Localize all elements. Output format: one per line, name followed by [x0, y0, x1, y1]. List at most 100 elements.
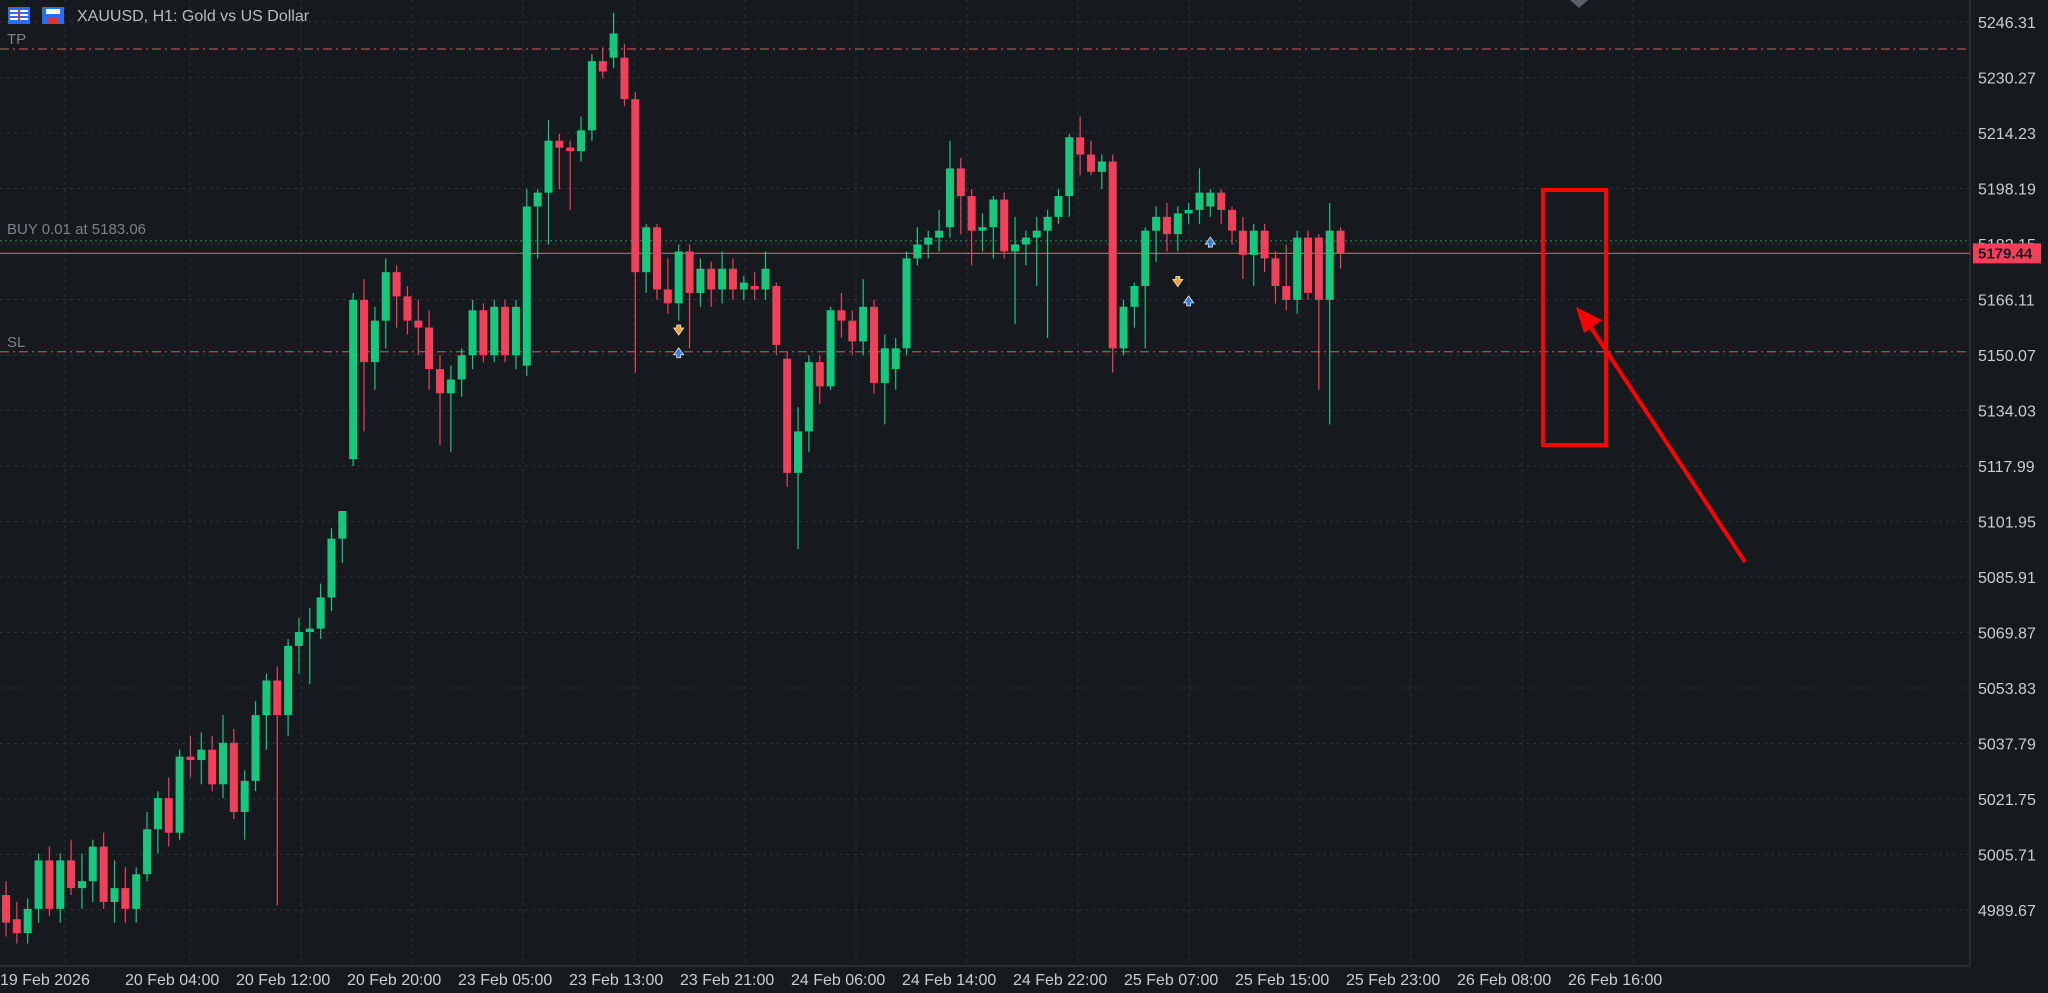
candle[interactable]	[674, 244, 683, 321]
candle[interactable]	[848, 310, 857, 356]
candle[interactable]	[110, 860, 119, 923]
candle[interactable]	[1011, 216, 1020, 325]
candle[interactable]	[1097, 154, 1106, 190]
candle[interactable]	[1076, 116, 1085, 176]
candle[interactable]	[67, 839, 76, 896]
candle[interactable]	[1293, 230, 1302, 314]
candle[interactable]	[1173, 206, 1182, 252]
candle[interactable]	[750, 272, 759, 300]
candle[interactable]	[870, 299, 878, 394]
candle[interactable]	[826, 306, 835, 390]
candle[interactable]	[1141, 227, 1150, 349]
candle[interactable]	[414, 299, 423, 356]
candle[interactable]	[381, 258, 390, 349]
candle[interactable]	[663, 258, 672, 314]
candle[interactable]	[718, 251, 727, 304]
candle[interactable]	[728, 258, 737, 300]
candle[interactable]	[327, 528, 336, 612]
candle[interactable]	[555, 133, 564, 190]
candle[interactable]	[653, 223, 661, 300]
candle[interactable]	[566, 140, 575, 210]
candle[interactable]	[436, 355, 444, 446]
candle[interactable]	[891, 337, 900, 390]
candle[interactable]	[468, 299, 477, 370]
candle[interactable]	[577, 116, 586, 162]
candle[interactable]	[1195, 168, 1204, 224]
candle[interactable]	[284, 638, 293, 736]
candle[interactable]	[511, 299, 520, 370]
candle[interactable]	[479, 303, 488, 363]
candle[interactable]	[153, 791, 162, 854]
candle[interactable]	[240, 770, 249, 840]
candle[interactable]	[1162, 202, 1171, 252]
candle[interactable]	[1032, 216, 1041, 287]
candle[interactable]	[425, 310, 434, 390]
candle[interactable]	[186, 735, 195, 778]
candle[interactable]	[989, 196, 998, 259]
candle[interactable]	[935, 209, 944, 252]
candle[interactable]	[45, 846, 54, 916]
candle[interactable]	[1314, 234, 1323, 390]
candle[interactable]	[219, 715, 227, 799]
buy-arrow-icon[interactable]	[1182, 295, 1195, 307]
candle[interactable]	[1249, 223, 1258, 287]
candle[interactable]	[273, 666, 282, 906]
candle[interactable]	[164, 777, 173, 847]
candle[interactable]	[56, 853, 65, 923]
candle[interactable]	[1228, 206, 1237, 245]
chart-shift-marker-icon[interactable]	[1570, 0, 1588, 8]
candle[interactable]	[392, 265, 401, 328]
candle[interactable]	[685, 244, 694, 349]
candle[interactable]	[88, 839, 97, 902]
candle[interactable]	[804, 355, 813, 453]
candle[interactable]	[175, 749, 184, 840]
candle[interactable]	[143, 811, 152, 882]
candle[interactable]	[1000, 192, 1009, 259]
candle[interactable]	[12, 901, 21, 944]
candle[interactable]	[294, 618, 303, 674]
candle[interactable]	[631, 92, 640, 373]
candle[interactable]	[696, 258, 705, 307]
buy-arrow-icon[interactable]	[1204, 236, 1217, 248]
candle[interactable]	[533, 189, 542, 259]
chart-save-icon[interactable]	[42, 7, 64, 24]
candle[interactable]	[1206, 189, 1215, 217]
candle[interactable]	[707, 261, 716, 307]
candles[interactable]	[2, 12, 1345, 944]
candle[interactable]	[967, 189, 976, 266]
candle[interactable]	[902, 251, 911, 356]
candle[interactable]	[1065, 133, 1074, 217]
candle[interactable]	[1087, 140, 1095, 176]
candle[interactable]	[815, 355, 824, 404]
candle[interactable]	[370, 306, 379, 390]
candle[interactable]	[522, 189, 531, 377]
candle[interactable]	[121, 867, 130, 923]
candle[interactable]	[262, 673, 271, 750]
candle[interactable]	[587, 54, 596, 141]
candle[interactable]	[197, 732, 206, 785]
candle[interactable]	[794, 407, 803, 550]
candle[interactable]	[1271, 251, 1280, 304]
candle[interactable]	[913, 227, 922, 266]
candle[interactable]	[978, 213, 987, 252]
candle[interactable]	[229, 728, 238, 819]
candle[interactable]	[1325, 202, 1334, 425]
buy-arrow-icon[interactable]	[672, 347, 685, 359]
candle[interactable]	[1184, 202, 1193, 224]
candle[interactable]	[859, 279, 868, 356]
candle[interactable]	[956, 158, 965, 235]
trade-markers[interactable]	[672, 236, 1217, 359]
candle[interactable]	[1043, 209, 1052, 338]
candle[interactable]	[1119, 299, 1128, 356]
candle[interactable]	[1152, 206, 1161, 262]
candle[interactable]	[99, 832, 108, 909]
candle[interactable]	[305, 607, 314, 684]
candle[interactable]	[132, 867, 141, 923]
candle[interactable]	[490, 299, 499, 363]
candle[interactable]	[783, 351, 792, 487]
candle[interactable]	[316, 583, 325, 639]
candle[interactable]	[360, 279, 369, 432]
sell-arrow-icon[interactable]	[672, 324, 685, 336]
chart-list-icon[interactable]	[8, 7, 30, 24]
